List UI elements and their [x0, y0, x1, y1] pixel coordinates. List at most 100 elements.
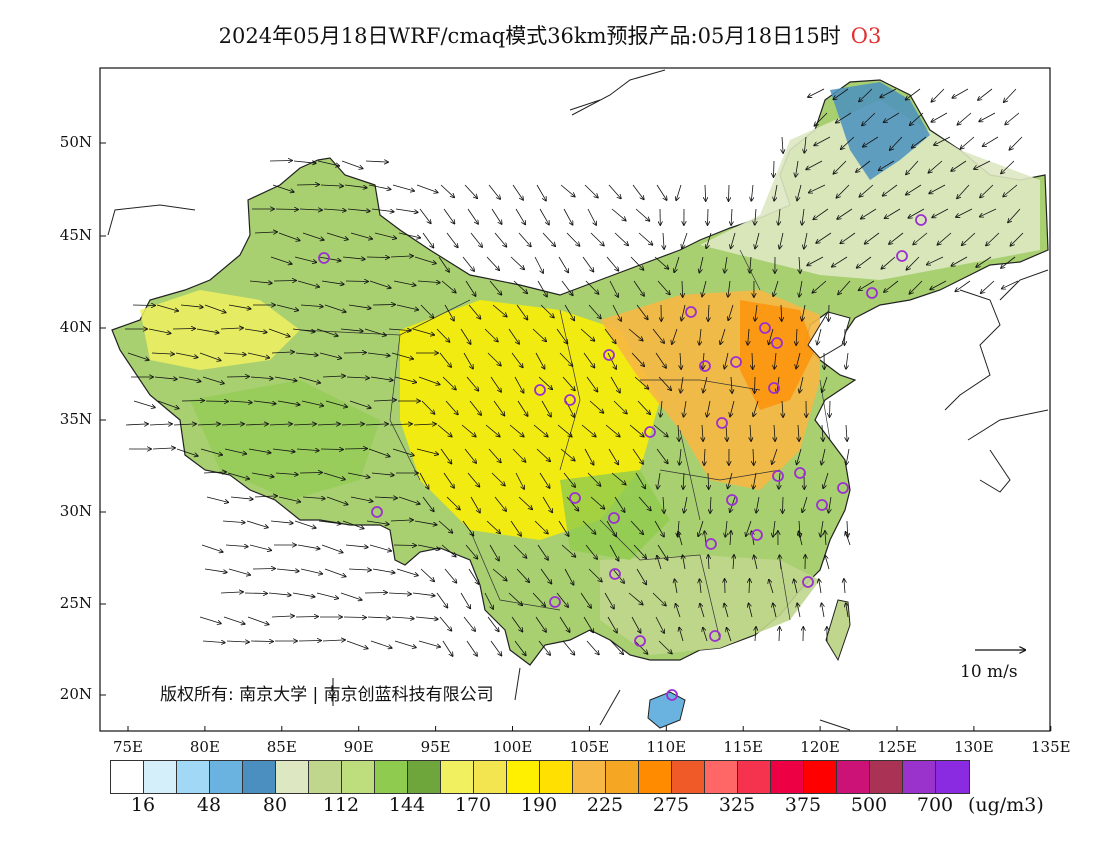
wind-arrow: [730, 531, 731, 546]
wind-arrow: [682, 280, 683, 297]
lat-tick-label: 35N: [59, 410, 92, 428]
wind-arrow: [812, 280, 827, 293]
city-marker: [685, 306, 697, 318]
wind-arrow: [879, 160, 895, 170]
wind-arrow: [564, 568, 574, 585]
wind-arrow: [783, 496, 784, 513]
wind-arrow: [1001, 160, 1015, 174]
wind-arrow: [366, 520, 389, 524]
wind-arrow: [270, 521, 293, 523]
wind-arrow: [245, 424, 268, 425]
wind-arrow: [365, 161, 388, 162]
wind-arrow: [485, 424, 500, 437]
wind-arrow: [558, 256, 568, 272]
wind-arrow: [508, 592, 522, 605]
wind-arrow: [797, 603, 801, 618]
wind-arrow: [346, 377, 369, 378]
lon-tick-label: 85E: [266, 738, 297, 756]
wind-arrow: [630, 520, 643, 534]
wind-arrow: [348, 569, 371, 570]
wind-arrow: [703, 376, 708, 393]
wind-arrow: [202, 641, 225, 643]
wind-arrow: [462, 256, 474, 271]
lat-tick-label: 25N: [59, 594, 92, 612]
wind-arrow: [652, 328, 664, 343]
wind-arrow: [808, 88, 825, 97]
wind-arrow: [608, 184, 621, 199]
wind-arrow: [535, 352, 545, 369]
wind-arrow: [270, 256, 292, 264]
wind-arrow: [412, 328, 434, 335]
wind-arrow: [978, 88, 993, 100]
wind-arrow: [823, 472, 829, 488]
wind-arrow: [779, 627, 780, 642]
wind-arrow: [536, 184, 546, 201]
wind-arrow: [417, 544, 440, 549]
lon-tick-label: 90E: [343, 738, 374, 756]
wind-arrow: [276, 304, 298, 310]
wind-arrow: [817, 328, 822, 345]
lat-tick-label: 50N: [59, 133, 92, 151]
wind-arrow: [822, 603, 825, 618]
wind-arrow: [814, 136, 831, 146]
wind-arrow: [638, 496, 651, 511]
wind-arrow: [246, 520, 268, 528]
wind-arrow: [200, 448, 222, 455]
wind-arrow: [349, 400, 371, 408]
wind-arrow: [1005, 112, 1020, 125]
lon-tick-label: 115E: [723, 738, 763, 756]
wind-arrow: [559, 616, 570, 632]
wind-arrow: [797, 184, 802, 201]
wind-arrow: [518, 232, 531, 247]
wind-arrow: [706, 232, 712, 248]
wind-arrow: [467, 472, 480, 487]
wind-arrow: [269, 161, 292, 162]
wind-arrow: [487, 352, 501, 366]
wind-arrow: [132, 305, 155, 306]
wind-arrow: [318, 256, 341, 261]
wind-arrow: [534, 256, 543, 273]
wind-arrow: [838, 280, 851, 294]
wind-arrow: [636, 304, 648, 319]
legend-label: 225: [586, 794, 624, 816]
wind-arrow: [369, 544, 391, 551]
wind-arrow: [317, 160, 339, 166]
wind-arrow: [880, 88, 897, 98]
wind-arrow: [486, 520, 500, 533]
wind-arrow: [658, 472, 661, 489]
wind-arrow: [463, 616, 475, 631]
wind-arrow: [444, 568, 457, 583]
wind-arrow: [414, 520, 437, 525]
wind-arrow: [778, 208, 780, 225]
wind-arrow: [492, 568, 507, 581]
wind-arrow: [859, 184, 874, 197]
wind-arrow: [753, 400, 759, 416]
wind-arrow: [418, 376, 440, 385]
wind-arrow: [301, 400, 323, 406]
wind-arrow: [654, 520, 664, 537]
wind-arrow: [846, 532, 851, 546]
legend-swatch: [936, 761, 969, 793]
wind-arrow: [268, 593, 291, 595]
wind-arrow: [773, 520, 775, 537]
wind-arrow: [204, 568, 227, 572]
wind-arrow: [749, 579, 750, 594]
wind-arrow: [371, 473, 394, 475]
wind-arrow: [833, 88, 849, 99]
wind-arrow: [708, 208, 709, 225]
wind-arrow: [325, 400, 347, 407]
neighbor-coastlines: [107, 69, 1049, 731]
lon-tick-label: 135E: [1031, 738, 1071, 756]
wind-arrow: [731, 376, 732, 393]
wind-scale-label: 10 m/s: [960, 662, 1018, 682]
wind-arrow: [510, 520, 521, 536]
wind-arrow: [391, 617, 414, 619]
wind-arrow: [656, 184, 667, 200]
legend-label: 500: [850, 794, 888, 816]
city-marker: [772, 470, 784, 482]
wind-arrow: [319, 352, 341, 358]
wind-arrow: [492, 304, 507, 317]
wind-arrow: [463, 352, 473, 369]
city-marker: [549, 596, 561, 608]
city-marker: [802, 576, 814, 588]
